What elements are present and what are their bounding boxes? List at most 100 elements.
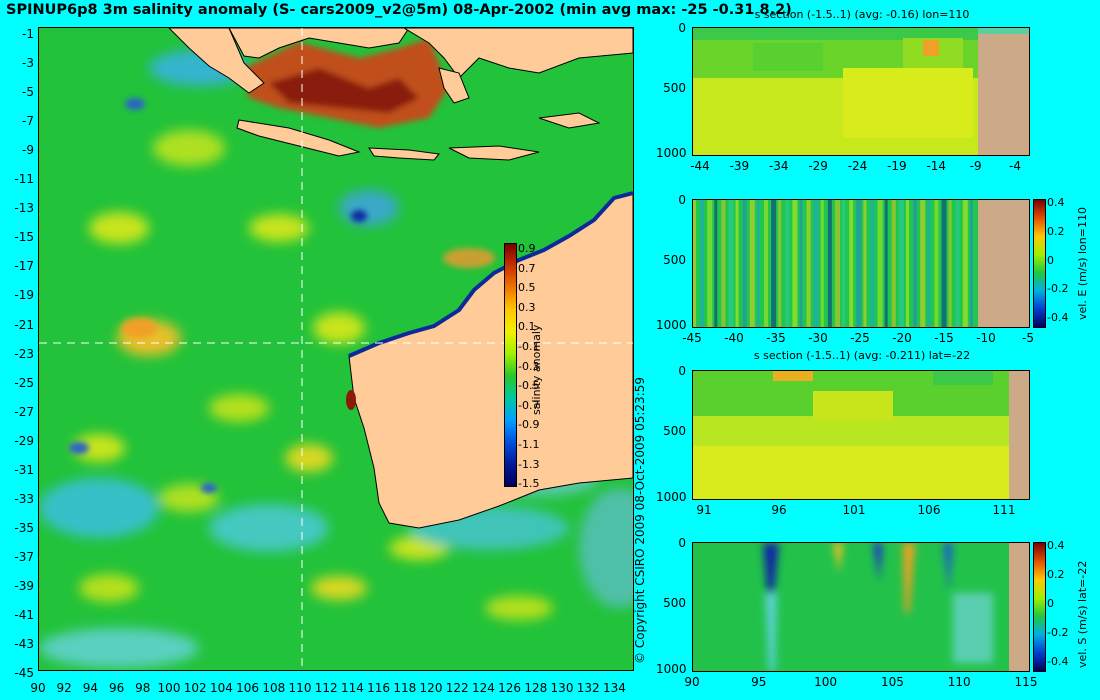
- panel-y-tick: 1000: [656, 146, 687, 160]
- panel-x-tick: -15: [934, 331, 954, 345]
- figure-title: SPINUP6p8 3m salinity anomaly (S- cars20…: [6, 2, 792, 18]
- colorbar-tick: -1.5: [518, 477, 540, 491]
- section-panel-2[interactable]: [692, 199, 1030, 328]
- panel-colorbar-tick: 0: [1047, 253, 1054, 267]
- colorbar-tick: -1.3: [518, 457, 540, 471]
- panel-colorbar-tick: -0.4: [1047, 311, 1069, 324]
- panel-y-tick: 1000: [656, 662, 687, 676]
- map-y-tick: -35: [14, 520, 34, 535]
- panel-x-tick: 115: [1014, 675, 1038, 689]
- map-x-tick: 104: [209, 681, 233, 695]
- panel-x-tick: 90: [684, 675, 700, 689]
- salinity-map[interactable]: [38, 27, 634, 671]
- panel-x-tick: 111: [992, 503, 1016, 517]
- panel-x-tick: 110: [947, 675, 971, 689]
- panel-colorbar-tick: -0.2: [1047, 282, 1069, 296]
- panel-colorbar-tick: 0.2: [1047, 224, 1065, 238]
- map-x-tick: 90: [30, 681, 46, 695]
- panel-colorbar-tick: 0: [1047, 597, 1054, 610]
- map-y-tick: -13: [14, 201, 34, 216]
- panel-x-tick: 96: [771, 503, 787, 517]
- panel-y-tick: 1000: [656, 318, 687, 332]
- panel-colorbar-tick: -0.4: [1047, 655, 1069, 668]
- map-y-tick: -19: [14, 288, 34, 303]
- map-x-tick: 130: [550, 681, 574, 695]
- map-x-tick: 116: [367, 681, 391, 695]
- velocity-e-colorbar: [1033, 199, 1046, 328]
- salinity-colorbar: [504, 243, 517, 487]
- map-x-tick: 110: [288, 681, 312, 695]
- panel-y-tick: 500: [663, 596, 686, 611]
- panel-y-tick: 0: [678, 193, 686, 207]
- colorbar-tick: -0.3: [518, 359, 540, 373]
- map-y-tick: -39: [14, 578, 34, 593]
- colorbar-tick: -0.9: [518, 418, 540, 432]
- map-x-tick: 134: [602, 681, 626, 695]
- map-y-tick: -7: [22, 114, 34, 129]
- map-y-tick: -31: [14, 462, 34, 477]
- map-y-tick: -5: [22, 85, 34, 100]
- colorbar-tick: 0.3: [518, 300, 536, 314]
- colorbar-tick: -0.1: [518, 340, 540, 353]
- map-y-tick: -37: [14, 549, 34, 564]
- panel-x-tick: -14: [926, 159, 947, 173]
- section-panel-3[interactable]: [692, 370, 1030, 500]
- colorbar-tick: 0.5: [518, 281, 536, 295]
- panel-y-tick: 500: [663, 424, 686, 439]
- map-x-tick: 132: [576, 681, 600, 695]
- map-y-tick: -45: [14, 666, 34, 681]
- map-x-tick: 100: [157, 681, 181, 695]
- panel-x-tick: -9: [969, 159, 982, 173]
- panel-x-tick: -45: [682, 331, 702, 345]
- map-y-tick: -43: [14, 637, 34, 652]
- panel-x-tick: -34: [768, 159, 789, 173]
- map-y-tick: -15: [14, 230, 34, 245]
- map-x-tick: 126: [498, 681, 522, 695]
- map-x-tick: 120: [419, 681, 443, 695]
- panel-x-tick: -24: [847, 159, 868, 173]
- velocity-s-colorbar: [1033, 542, 1046, 672]
- map-y-tick: -23: [14, 346, 34, 361]
- section-panel-4[interactable]: [692, 542, 1030, 672]
- panel-colorbar-tick: 0.4: [1047, 539, 1065, 552]
- panel-x-tick: 95: [751, 675, 767, 689]
- panel-x-tick: -35: [766, 331, 786, 345]
- map-x-tick: 98: [135, 681, 151, 695]
- panel-x-tick: -44: [690, 159, 710, 173]
- colorbar-tick: -0.5: [518, 379, 540, 393]
- map-y-tick: -3: [22, 56, 34, 71]
- panel-x-tick: -30: [808, 331, 828, 345]
- map-y-tick: -33: [14, 491, 34, 506]
- colorbar-tick: 0.1: [518, 320, 536, 334]
- map-y-tick: -9: [22, 143, 34, 158]
- map-y-tick: -25: [14, 375, 34, 390]
- panel-x-tick: 101: [842, 503, 866, 517]
- panel-x-tick: -25: [850, 331, 870, 345]
- panel-colorbar-tick: 0.2: [1047, 568, 1065, 581]
- map-x-tick: 94: [82, 681, 99, 695]
- panel-y-tick: 500: [663, 80, 686, 95]
- map-x-tick: 128: [524, 681, 548, 695]
- panel-x-tick: -4: [1009, 159, 1021, 173]
- panel-x-tick: 105: [880, 675, 904, 689]
- panel-2-side-label: vel. E (m/s) lon=110: [1076, 207, 1089, 320]
- map-x-tick: 92: [56, 681, 72, 695]
- map-x-tick: 102: [183, 681, 207, 695]
- colorbar-tick: -0.7: [518, 398, 540, 412]
- map-x-tick: 118: [393, 681, 417, 695]
- colorbar-tick: 0.9: [518, 242, 536, 255]
- section-panel-1[interactable]: [692, 27, 1030, 156]
- map-x-tick: 106: [236, 681, 260, 695]
- panel-x-tick: -20: [892, 331, 912, 345]
- map-y-tick: -1: [22, 27, 34, 41]
- panel-x-tick: -40: [724, 331, 744, 345]
- panel-x-tick: 100: [814, 675, 838, 689]
- map-y-tick: -17: [14, 259, 34, 274]
- panel-y-tick: 500: [663, 252, 686, 267]
- map-x-tick: 112: [314, 681, 338, 695]
- panel-x-tick: -39: [729, 159, 750, 173]
- panel-x-tick: -10: [976, 331, 996, 345]
- panel-y-tick: 0: [678, 21, 686, 35]
- panel-x-tick: -5: [1022, 331, 1034, 345]
- colorbar-tick: 0.7: [518, 261, 536, 275]
